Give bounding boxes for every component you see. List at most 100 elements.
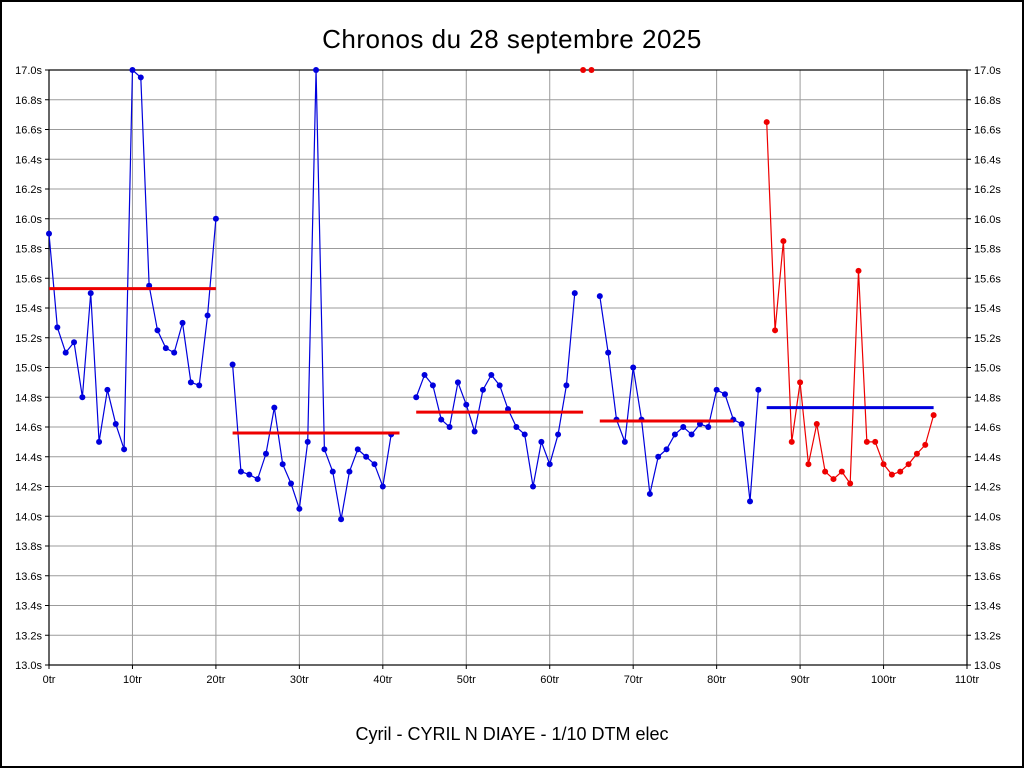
stint-5-laps-point [797,379,804,386]
stint-3-laps-point [446,424,453,430]
stint-3-laps-point [513,424,520,430]
y-axis-label-right: 13.2s [974,630,1001,642]
stint-3-laps-point [413,394,420,401]
stint-3-laps-point [454,379,461,386]
stint-1-laps-point [204,312,211,319]
y-axis-label-right: 15.2s [974,333,1001,345]
stint-2-laps-point [279,461,286,468]
stint-3-laps-point [421,371,428,378]
stint-5-laps-point [922,441,929,448]
stint-4-laps-point [621,438,628,445]
stint-2-laps-point [296,505,303,512]
y-axis-label-right: 15.8s [974,244,1001,256]
y-axis-label-left: 13.4s [15,601,42,613]
stint-1-laps-point [96,438,103,445]
stint-5-laps-point [813,421,820,428]
stint-4-laps-point [630,364,637,371]
stint-1-laps-point [212,215,219,222]
clipped-laps-point [588,67,595,73]
x-axis-label: 20tr [206,674,225,686]
stint-1-laps-point [129,67,136,73]
stint-1-laps-point [121,446,128,453]
stint-2-laps-point [271,404,278,411]
x-axis-label: 60tr [540,674,559,686]
y-axis-label-left: 15.2s [15,333,42,345]
y-axis-label-left: 16.6s [15,125,42,137]
stint-1-laps-point [71,339,78,346]
stint-4-laps-point [747,498,754,505]
stint-5-laps-point [763,119,770,126]
stint-4-laps-point [671,431,678,438]
y-axis-label-left: 15.8s [15,244,42,256]
y-axis-label-right: 16.2s [974,184,1001,196]
stint-4-laps-point [755,386,762,393]
stint-5-laps-point [847,480,854,487]
stint-5-laps-point [830,476,837,483]
stint-4-laps-point [596,293,603,300]
stint-5-laps-point [822,468,829,475]
y-axis-label-left: 15.0s [15,363,42,375]
stint-4-laps-point [738,421,745,428]
y-axis-label-right: 16.4s [974,154,1001,166]
y-axis-label-left: 16.8s [15,95,42,107]
stint-5-laps-point [805,461,812,468]
stint-5-laps-point [838,468,845,475]
stint-3-laps-point [546,461,553,468]
stint-2-laps-point [379,483,386,490]
stint-1-laps-point [54,324,61,331]
chart-caption: Cyril - CYRIL N DIAYE - 1/10 DTM elec [355,724,669,744]
stint-2-laps-point [304,438,311,445]
stint-1-laps-point [87,290,94,297]
stint-2-laps-point [346,468,353,475]
stint-3-laps-point [463,401,470,408]
x-axis-label: 70tr [624,674,643,686]
stint-3-laps-point [555,431,562,438]
stint-1-laps-point [187,379,194,386]
stint-1-laps-point [112,421,119,428]
stint-1-laps-point [179,319,186,326]
y-axis-label-right: 15.4s [974,303,1001,315]
y-axis-label-right: 14.2s [974,482,1001,494]
y-axis-label-right: 14.4s [974,452,1001,464]
stint-2-laps-line [232,69,392,520]
stint-1-laps-point [154,327,161,334]
y-axis-label-right: 13.0s [974,660,1001,672]
y-axis-label-left: 16.0s [15,214,42,226]
y-axis-label-left: 13.2s [15,630,42,642]
stint-1-laps-point [62,349,69,356]
y-axis-label-right: 15.6s [974,273,1001,285]
y-axis-label-left: 14.6s [15,422,42,434]
y-axis-label-left: 14.2s [15,482,42,494]
clipped-laps-point [580,67,587,73]
stint-5-laps-point [855,267,862,274]
y-axis-label-left: 16.2s [15,184,42,196]
stint-5-laps-point [897,468,904,475]
y-axis-label-right: 15.0s [974,363,1001,375]
stint-5-laps-point [872,438,879,445]
stint-3-laps-point [521,431,528,438]
stint-5-laps-point [913,450,920,457]
stint-1-laps-point [79,394,86,401]
x-axis-label: 110tr [955,674,980,686]
stint-1-laps-point [196,382,203,389]
x-axis-label: 50tr [457,674,476,686]
stint-4-laps-point [646,490,653,497]
stint-1-laps-point [137,74,144,81]
y-axis-label-left: 17.0s [15,65,42,77]
stint-2-laps-point [329,468,336,475]
stint-3-laps-point [530,483,537,490]
y-axis-label-left: 16.4s [15,154,42,166]
y-axis-label-left: 15.6s [15,273,42,285]
y-axis-label-right: 14.6s [974,422,1001,434]
y-axis-label-left: 13.6s [15,571,42,583]
stint-2-laps-point [321,446,328,453]
x-axis-label: 100tr [871,674,896,686]
stint-4-laps-point [705,424,712,430]
stint-3-laps-point [471,428,478,435]
y-axis-label-left: 14.4s [15,452,42,464]
stint-4-laps-point [688,431,695,438]
stint-5-laps-point [880,461,887,468]
y-axis-label-left: 15.4s [15,303,42,315]
stint-5-laps-line [766,122,935,486]
